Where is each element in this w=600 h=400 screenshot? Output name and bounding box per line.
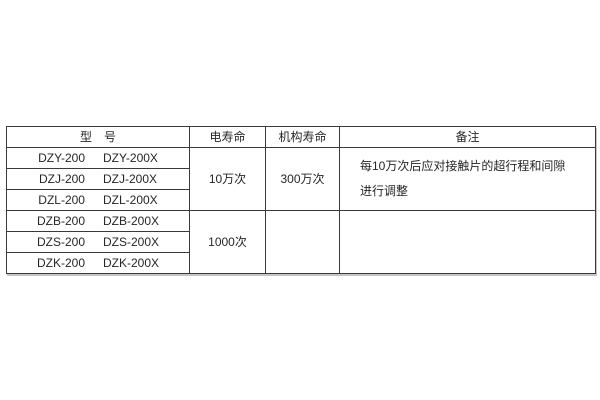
- model-name-variant: DZY-200X: [103, 151, 158, 165]
- remarks-line: 进行调整: [360, 184, 409, 198]
- model-name-variant: DZK-200X: [103, 256, 160, 270]
- model-name-variant: DZJ-200X: [102, 172, 158, 186]
- model-name-variant: DZS-200X: [103, 235, 160, 249]
- table-row: DZB-200 DZB-200X 1000次: [6, 210, 596, 274]
- mechanism-life-cell: 300万次: [265, 147, 340, 211]
- table-row: DZK-200 DZK-200X: [6, 252, 596, 274]
- electrical-life-cell: 1000次: [189, 210, 266, 274]
- remarks-line: 每10万次后应对接触片的超行程和间隙: [360, 159, 566, 173]
- header-model: 型 号: [6, 126, 190, 148]
- model-cell: DZJ-200 DZJ-200X: [6, 168, 190, 190]
- model-name-variant: DZB-200X: [103, 214, 160, 228]
- model-name: DZY-200: [38, 151, 85, 165]
- model-name: DZB-200: [36, 214, 85, 228]
- remarks-cell: [339, 210, 596, 274]
- model-cell: DZL-200 DZL-200X: [6, 189, 190, 211]
- table-header-row: 型 号 电寿命 机构寿命 备注: [6, 126, 596, 148]
- remarks-cell: 每10万次后应对接触片的超行程和间隙 进行调整: [339, 147, 596, 211]
- model-cell: DZK-200 DZK-200X: [6, 252, 190, 274]
- spec-table: 型 号 电寿命 机构寿命 备注 DZY-200 DZY-200X 10万次 30…: [6, 126, 596, 274]
- mechanism-life-cell: [265, 210, 340, 274]
- table-row: DZL-200 DZL-200X: [6, 189, 596, 211]
- header-electrical-life: 电寿命: [189, 126, 266, 148]
- header-mechanism-life: 机构寿命: [265, 126, 340, 148]
- table-row: DZY-200 DZY-200X 10万次 300万次 每10万次后应对接触片的…: [6, 147, 596, 211]
- electrical-life-cell: 10万次: [189, 147, 266, 211]
- model-name: DZL-200: [38, 193, 85, 207]
- model-cell: DZB-200 DZB-200X: [6, 210, 190, 232]
- model-name-variant: DZL-200X: [102, 193, 158, 207]
- model-name: DZK-200: [36, 256, 85, 270]
- model-name: DZS-200: [36, 235, 85, 249]
- model-cell: DZS-200 DZS-200X: [6, 231, 190, 253]
- model-cell: DZY-200 DZY-200X: [6, 147, 190, 169]
- header-remarks: 备注: [339, 126, 596, 148]
- model-name: DZJ-200: [38, 172, 85, 186]
